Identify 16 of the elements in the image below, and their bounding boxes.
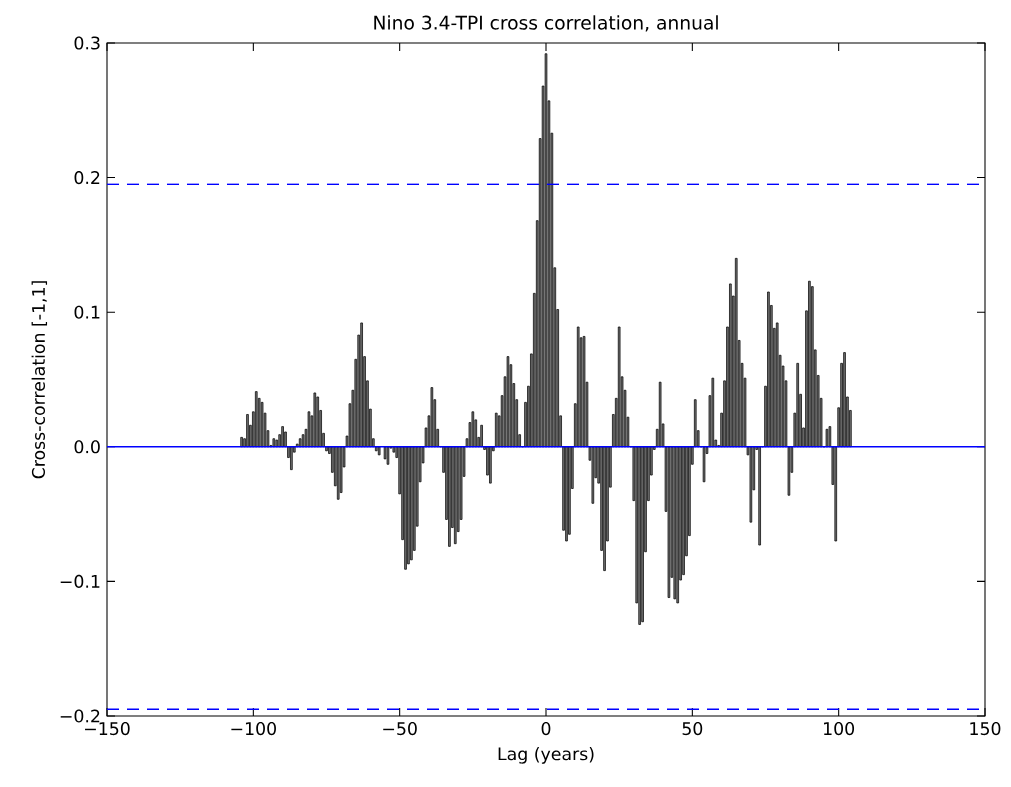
- x-tick-label: 0: [541, 722, 551, 736]
- y-tick-label: 0.2: [74, 171, 100, 185]
- y-tick-label: 0.3: [74, 36, 100, 50]
- y-tick-label: −0.2: [60, 709, 100, 723]
- chart-title: Nino 3.4-TPI cross correlation, annual: [374, 15, 718, 32]
- x-tick-label: 50: [682, 722, 703, 736]
- x-tick-label: −100: [231, 722, 276, 736]
- x-axis-title: Lag (years): [498, 746, 594, 764]
- y-axis-title: Cross-correlation [-1,1]: [31, 281, 48, 479]
- x-tick-label: 150: [970, 722, 1001, 736]
- y-tick-label: 0.1: [74, 305, 100, 319]
- y-tick-label: −0.1: [60, 574, 100, 588]
- y-tick-label: 0.0: [74, 440, 100, 454]
- x-tick-label: −50: [383, 722, 417, 736]
- x-tick-label: −150: [85, 722, 130, 736]
- x-tick-label: 100: [824, 722, 855, 736]
